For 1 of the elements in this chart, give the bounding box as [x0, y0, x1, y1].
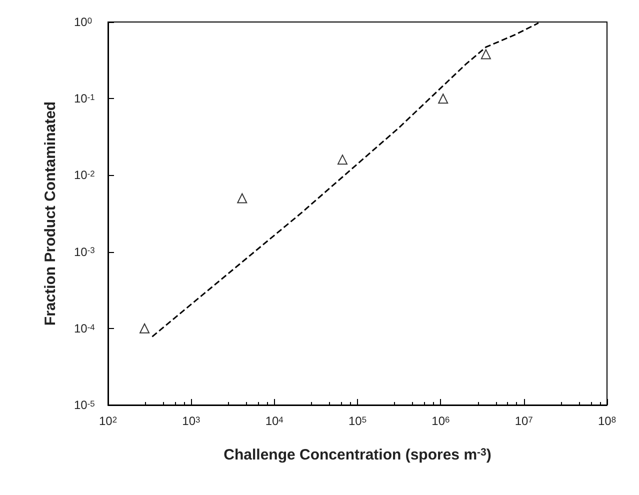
- y-axis-title: Fraction Product Contaminated: [42, 101, 59, 326]
